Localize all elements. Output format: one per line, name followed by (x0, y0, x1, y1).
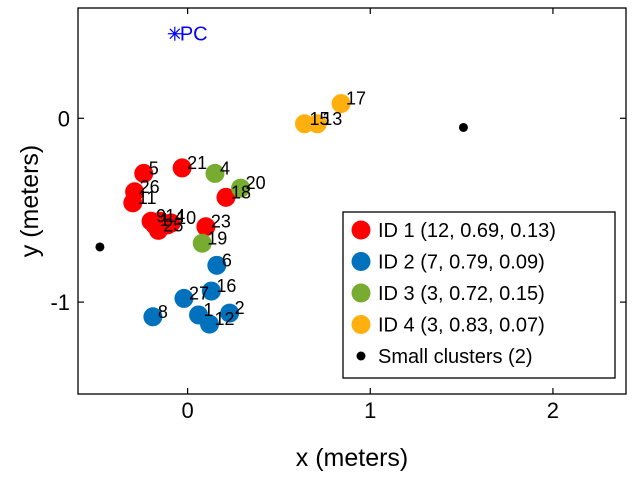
y-tick-label: -1 (50, 290, 70, 315)
point-label: 1 (160, 210, 170, 230)
point-label: 10 (176, 208, 196, 228)
pc-marker: PC (167, 24, 208, 46)
point-label: 26 (140, 177, 160, 197)
data-point (95, 242, 105, 252)
legend: ID 1 (12, 0.69, 0.13) ID 2 (7, 0.79, 0.09… (342, 211, 616, 379)
data-point (331, 94, 351, 114)
x-tick-label: 1 (364, 398, 376, 423)
data-point (192, 233, 212, 253)
legend-marker (351, 252, 371, 271)
data-point (134, 163, 154, 183)
axis-ticks (78, 8, 626, 394)
data-point (172, 158, 192, 178)
data-point (458, 122, 468, 132)
legend-box (342, 211, 616, 379)
data-point (196, 217, 216, 237)
legend-marker (351, 315, 371, 334)
point-label: 14 (165, 206, 185, 226)
data-point (207, 255, 227, 275)
legend-entry: ID 4 (3, 0.83, 0.07) (378, 315, 545, 337)
data-point (123, 193, 143, 213)
y-tick-label: 0 (58, 106, 70, 131)
point-label: 15 (310, 109, 330, 129)
legend-entry: ID 3 (3, 0.72, 0.15) (378, 283, 545, 305)
data-point (174, 288, 194, 308)
point-label: 8 (158, 302, 168, 322)
data-point (143, 307, 163, 327)
pc-label: PC (180, 24, 208, 46)
point-label: 25 (163, 215, 183, 235)
data-point (220, 303, 240, 323)
axis-tick-labels: 0 1 2-10 (50, 106, 559, 423)
data-point (201, 281, 221, 301)
point-label: 23 (211, 212, 231, 232)
point-label: 2 (235, 298, 245, 318)
x-tick-label: 2 (547, 398, 559, 423)
data-point (205, 163, 225, 183)
legend-entry: ID 1 (12, 0.69, 0.13) (378, 220, 556, 242)
point-label: 17 (346, 89, 366, 109)
legend-entry: ID 2 (7, 0.79, 0.09) (378, 252, 545, 274)
data-point (200, 314, 220, 334)
point-label: 9 (156, 206, 166, 226)
point-label: 1 (204, 300, 214, 320)
point-label: 13 (322, 109, 342, 129)
point-label: 11 (138, 188, 157, 208)
point-label: 6 (222, 250, 232, 270)
legend-marker (351, 283, 371, 303)
legend-marker (356, 351, 366, 361)
data-point (231, 178, 251, 198)
legend-marker (351, 220, 371, 240)
point-label: 4 (220, 158, 230, 178)
data-point (307, 114, 327, 134)
x-tick-label: 0 (181, 398, 193, 423)
y-axis-label: y (meters) (16, 145, 44, 258)
x-axis-label: x (meters) (296, 444, 409, 472)
point-label: 21 (187, 153, 207, 173)
data-point (158, 215, 178, 235)
point-label: 19 (207, 228, 227, 248)
data-point (216, 187, 236, 207)
pc-star-icon (167, 26, 182, 41)
point-label: 16 (216, 276, 236, 296)
point-label: 20 (246, 173, 266, 193)
legend-entry: Small clusters (2) (378, 346, 532, 368)
point-label: 18 (231, 182, 251, 202)
point-label: 5 (149, 158, 159, 178)
point-label: 12 (215, 309, 235, 329)
data-points (95, 94, 468, 334)
point-label: 27 (189, 283, 209, 303)
